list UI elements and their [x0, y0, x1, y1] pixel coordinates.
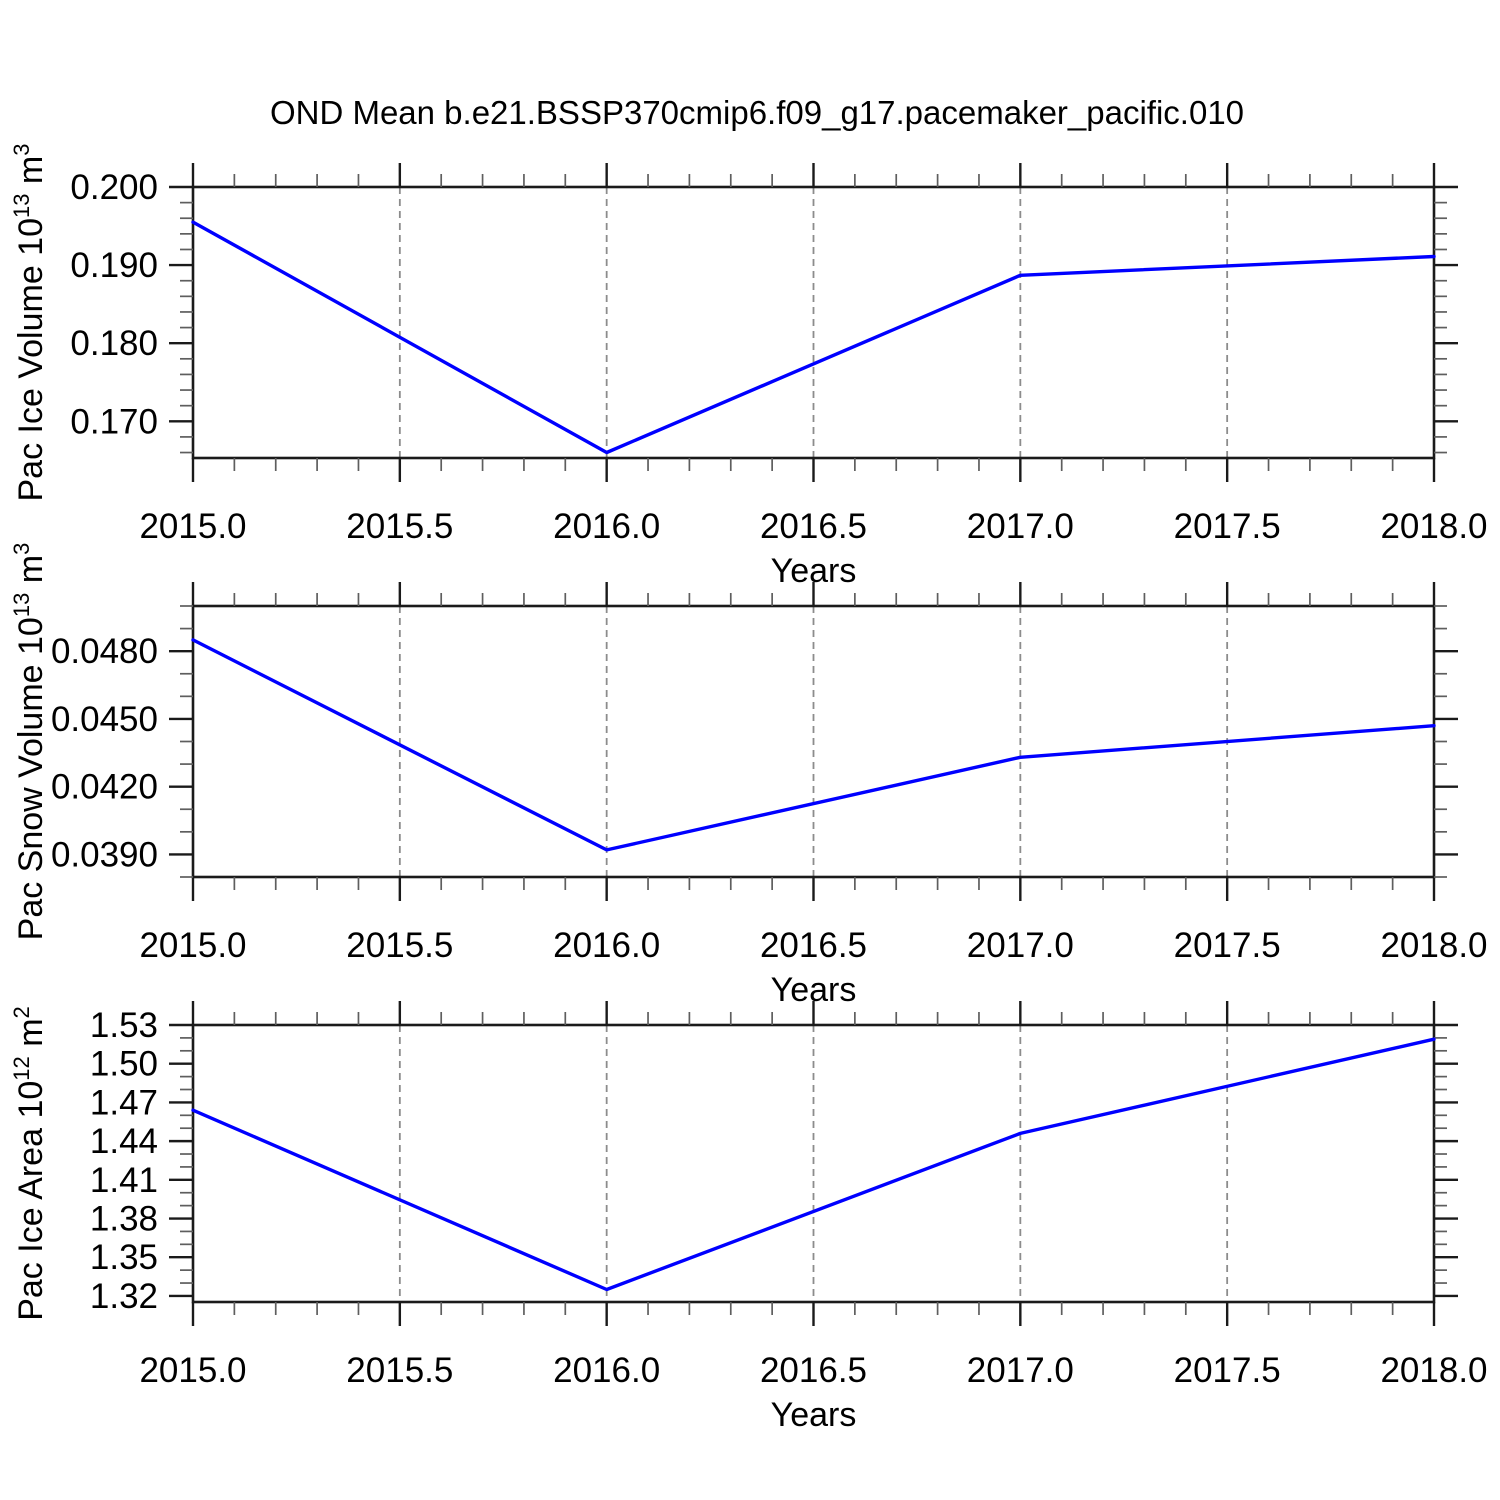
- panel-pac-ice-area: 2015.0 2015.5 2016.0 2016.5 2017.0 2017.5 2018…: [9, 1001, 1488, 1434]
- chart-title: OND Mean b.e21.BSSP370cmip6.f09_g17.pace…: [270, 94, 1244, 131]
- y-tick-label: 1.47: [90, 1083, 158, 1122]
- data-line: [191, 638, 1436, 852]
- x-tick-label: 2017.0: [967, 507, 1074, 546]
- data-line: [191, 220, 1436, 455]
- x-tick-label: 2016.0: [553, 926, 660, 965]
- y-tick-label: 1.50: [90, 1045, 158, 1084]
- x-tick-label: 2018.0: [1380, 926, 1487, 965]
- y-tick-label: 1.32: [90, 1277, 158, 1316]
- y-tick-label: 0.200: [70, 168, 158, 207]
- x-tick-label: 2016.0: [553, 507, 660, 546]
- x-tick-label: 2016.5: [760, 926, 867, 965]
- y-tick-label: 1.44: [90, 1122, 158, 1161]
- y-tick-label: 0.170: [70, 402, 158, 441]
- y-tick-label: 1.35: [90, 1238, 158, 1277]
- x-tick-label: 2015.5: [346, 507, 453, 546]
- y-tick-label: 1.41: [90, 1161, 158, 1200]
- y-tick-label: 0.0480: [51, 632, 158, 671]
- x-tick-label: 2017.5: [1174, 507, 1281, 546]
- y-axis-title: Pac Ice Volume 1013 m3: [9, 143, 50, 501]
- y-tick-label: 1.53: [90, 1006, 158, 1045]
- y-tick-label: 0.180: [70, 324, 158, 363]
- x-tick-label: 2018.0: [1380, 1351, 1487, 1390]
- x-tick-label: 2017.0: [967, 926, 1074, 965]
- panel-pac-ice-volume: 2015.0 2015.5 2016.0 2016.5 2017.0 2017.5 2018…: [9, 143, 1488, 590]
- y-tick-label: 0.190: [70, 246, 158, 285]
- x-tick-label: 2016.5: [760, 1351, 867, 1390]
- y-tick-label: 0.0390: [51, 835, 158, 874]
- data-line: [191, 1037, 1436, 1292]
- x-tick-label: 2015.0: [139, 926, 246, 965]
- y-tick-label: 0.0450: [51, 700, 158, 739]
- y-tick-label: 0.0420: [51, 768, 158, 807]
- x-tick-label: 2018.0: [1380, 507, 1487, 546]
- x-tick-label: 2016.5: [760, 507, 867, 546]
- x-tick-label: 2017.5: [1174, 1351, 1281, 1390]
- y-tick-label: 1.38: [90, 1200, 158, 1239]
- x-tick-label: 2016.0: [553, 1351, 660, 1390]
- y-axis-title: Pac Ice Area 1012 m2: [9, 1006, 50, 1321]
- x-tick-label: 2015.0: [139, 507, 246, 546]
- x-axis-title: Years: [771, 1396, 857, 1434]
- x-tick-label: 2017.5: [1174, 926, 1281, 965]
- panel-pac-snow-volume: 2015.0 2015.5 2016.0 2016.5 2017.0 2017.5 2018…: [9, 543, 1488, 1009]
- x-tick-label: 2015.5: [346, 1351, 453, 1390]
- x-tick-label: 2015.0: [139, 1351, 246, 1390]
- x-tick-label: 2017.0: [967, 1351, 1074, 1390]
- y-axis-title: Pac Snow Volume 1013 m3: [9, 543, 50, 941]
- x-tick-label: 2015.5: [346, 926, 453, 965]
